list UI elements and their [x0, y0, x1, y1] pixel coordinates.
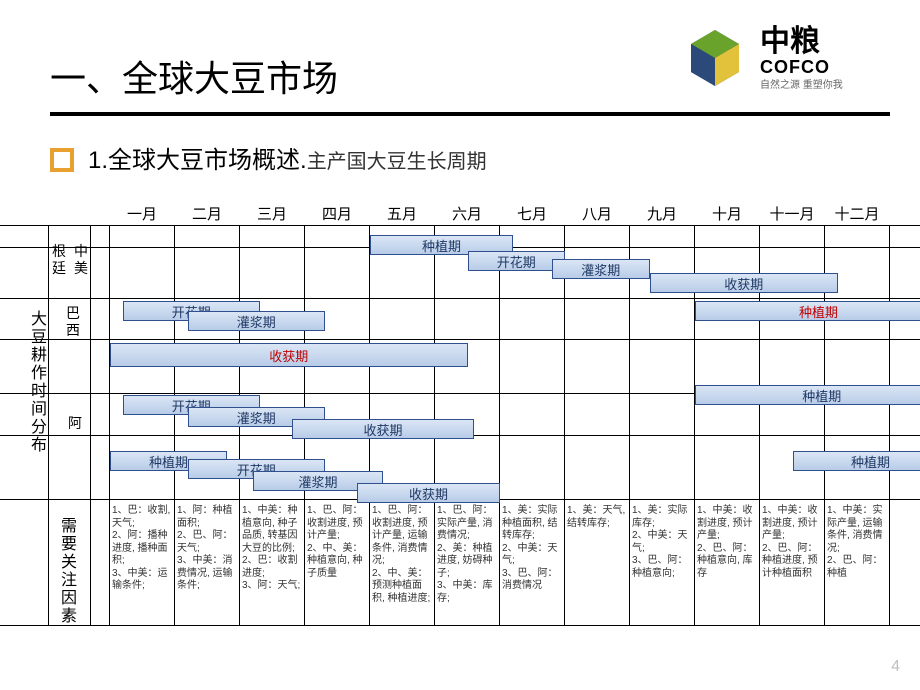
- phase-bar: 开花期: [468, 251, 566, 271]
- page-number: 4: [891, 658, 900, 676]
- grid-leftline: [48, 225, 49, 625]
- phase-bar: 种植期: [695, 385, 920, 405]
- row-label: 中 美: [74, 243, 88, 277]
- phase-bar: 种植期: [793, 451, 920, 471]
- grid-vline: [629, 225, 630, 625]
- month-note: 1、巴、阿：收割进度, 预计产量, 运输条件, 消费情况; 2、中、美：预测种植…: [372, 505, 431, 623]
- vlabel-farming: 大豆耕作时间分布: [24, 310, 48, 454]
- grid-vline: [564, 225, 565, 625]
- month-label: 三月: [240, 203, 304, 224]
- month-label: 八月: [565, 203, 629, 224]
- month-label: 十二月: [825, 203, 889, 224]
- gantt-chart: 一月二月三月四月五月六月七月八月九月十月十一月十二月大豆耕作时间分布需要关注因素…: [0, 195, 920, 635]
- month-note: 1、中美：种植意向, 种子品质, 转基因大豆的比例; 2、巴：收割进度; 3、阿…: [242, 505, 301, 623]
- month-label: 五月: [370, 203, 434, 224]
- month-label: 十一月: [760, 203, 824, 224]
- month-note: 1、巴、阿：实际产量, 消费情况; 2、美：种植进度, 妨碍种子; 3、中美：库…: [437, 505, 496, 623]
- phase-bar: 收获期: [650, 273, 839, 293]
- month-note: 1、美：实际库存; 2、中美：天气; 3、巴、阿：种植意向;: [632, 505, 691, 623]
- phase-bar: 收获期: [110, 343, 468, 367]
- cofco-logo-mark: [680, 23, 750, 93]
- phase-bar: 灌浆期: [552, 259, 650, 279]
- grid-hline: [0, 625, 920, 626]
- logo-en: COFCO: [760, 58, 843, 78]
- month-note: 1、美：天气, 结转库存;: [567, 505, 626, 623]
- row-label: 巴 西: [66, 305, 80, 339]
- month-note: 1、中美：实际产量, 运输条件, 消费情况; 2、巴、阿：种植: [827, 505, 886, 623]
- month-note: 1、阿：种植面积; 2、巴、阿：天气; 3、中美：消费情况, 运输条件;: [177, 505, 236, 623]
- month-label: 六月: [435, 203, 499, 224]
- title-underline: [50, 112, 890, 116]
- logo-zh: 中粮: [760, 25, 843, 58]
- month-note: 1、中美：收割进度, 预计产量; 2、巴、阿：种植进度, 预计种植面积: [762, 505, 821, 623]
- month-label: 七月: [500, 203, 564, 224]
- cofco-logo-text: 中粮 COFCO 自然之源 重塑你我: [760, 25, 843, 91]
- cofco-logo: 中粮 COFCO 自然之源 重塑你我: [680, 18, 890, 98]
- row-label: 阿: [68, 415, 82, 432]
- month-note: 1、巴：收割, 天气; 2、阿：播种进度, 播种面积; 3、中美：运输条件;: [112, 505, 171, 623]
- grid-vline: [174, 225, 175, 625]
- row-label: 根 廷: [52, 243, 66, 277]
- page-title: 一、全球大豆市场: [50, 50, 338, 102]
- phase-bar: 收获期: [357, 483, 500, 503]
- grid-hline: [0, 225, 920, 226]
- subtitle: 1.全球大豆市场概述. 主产国大豆生长周期: [50, 140, 487, 175]
- grid-vline: [889, 225, 890, 625]
- grid-leftline2: [90, 225, 91, 625]
- subtitle-main: 1.全球大豆市场概述.: [88, 140, 307, 175]
- bullet-icon: [50, 148, 74, 172]
- phase-bar: 种植期: [695, 301, 920, 321]
- grid-vline: [109, 225, 110, 625]
- phase-bar: 灌浆期: [188, 311, 325, 331]
- vlabel-factors: 需要关注因素: [54, 517, 78, 625]
- month-note: 1、巴、阿：收割进度, 预计产量; 2、中、美：种植意向, 种子质量: [307, 505, 366, 623]
- month-label: 十月: [695, 203, 759, 224]
- month-note: 1、中美：收割进度, 预计产量; 2、巴、阿：种植意向, 库存: [697, 505, 756, 623]
- month-label: 九月: [630, 203, 694, 224]
- subtitle-small: 主产国大豆生长周期: [307, 145, 487, 174]
- grid-hline: [0, 298, 920, 299]
- month-label: 一月: [110, 203, 174, 224]
- month-label: 四月: [305, 203, 369, 224]
- phase-bar: 收获期: [292, 419, 474, 439]
- month-label: 二月: [175, 203, 239, 224]
- grid-hline: [0, 339, 920, 340]
- logo-tag: 自然之源 重塑你我: [760, 80, 843, 91]
- grid-vline: [499, 225, 500, 625]
- month-note: 1、美：实际种植面积, 结转库存; 2、中美：天气; 3、巴、阿：消费情况: [502, 505, 561, 623]
